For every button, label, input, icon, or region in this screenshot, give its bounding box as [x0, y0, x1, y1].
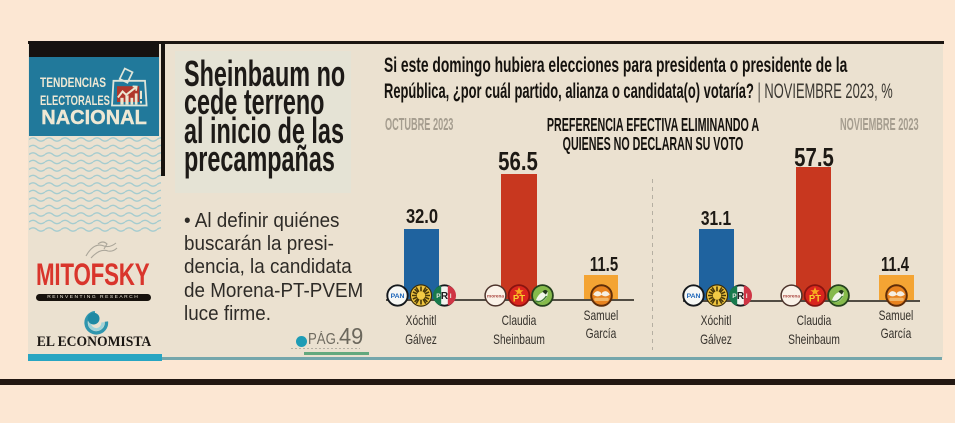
svg-text:morena: morena — [487, 293, 504, 298]
svg-text:I: I — [450, 293, 452, 300]
svg-text:PT: PT — [513, 293, 525, 304]
svg-text:R: R — [441, 291, 449, 302]
svg-text:P: P — [436, 293, 441, 300]
svg-text:PAN: PAN — [391, 293, 405, 300]
